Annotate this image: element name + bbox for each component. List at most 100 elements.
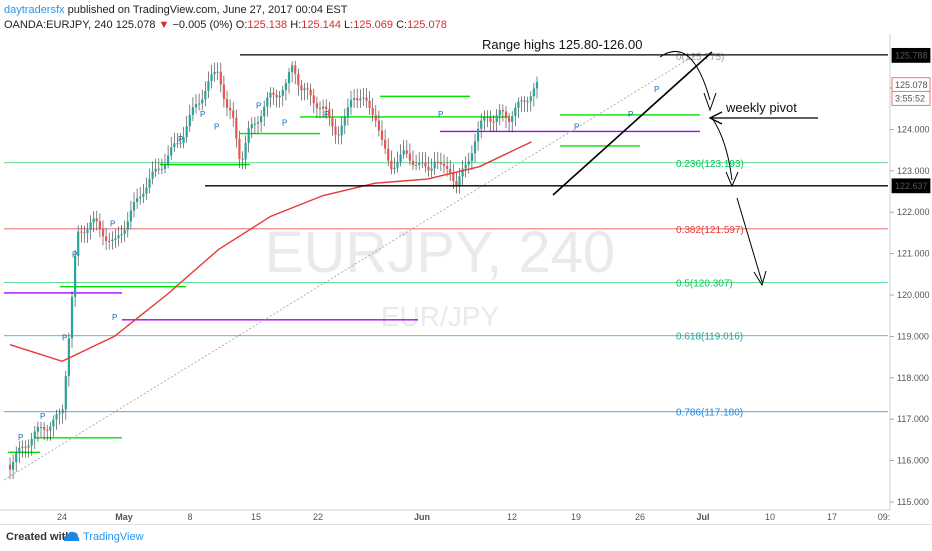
candle-body	[315, 103, 318, 109]
candle-body	[334, 126, 337, 135]
price-tick-label: 122.000	[897, 207, 930, 217]
tradingview-brand-link[interactable]: TradingView	[83, 531, 144, 543]
candle-body	[303, 88, 306, 91]
candle-body	[92, 218, 95, 223]
price-tick-label: 117.000	[897, 414, 929, 424]
time-tick-label: 26	[635, 512, 645, 522]
candlestick-series	[8, 60, 539, 480]
candle-body	[353, 98, 356, 100]
range-lines[interactable]: Range highs 125.80-126.00	[205, 37, 888, 187]
price-label-box	[891, 47, 931, 63]
candle-body	[247, 128, 250, 143]
candle-body	[390, 160, 393, 170]
candle-body	[312, 95, 315, 104]
candle-body	[132, 202, 136, 211]
fib-level-label: 0.382(121.597)	[676, 225, 744, 236]
price-label-text: 3:55:52	[895, 93, 925, 103]
candle-body	[167, 155, 170, 165]
candle-body	[492, 121, 495, 123]
time-axis[interactable]: 24 May 8 15 22 Jun 12 19 26 Jul 10 17 09:	[57, 512, 890, 522]
candle-body	[136, 198, 139, 203]
candle-body	[256, 122, 260, 124]
price-tick-label: 119.000	[897, 331, 929, 341]
candle-body	[446, 166, 449, 169]
candle-body	[408, 153, 411, 161]
candle-body	[337, 134, 340, 136]
candle-body	[61, 409, 64, 414]
time-tick-label: 19	[571, 512, 581, 522]
time-tick-label: 24	[57, 512, 67, 522]
candle-body	[46, 429, 49, 431]
pivot-p-label: P	[438, 110, 443, 119]
candle-body	[179, 143, 182, 145]
candle-body	[151, 171, 154, 179]
candle-body	[331, 116, 334, 127]
price-label-text: 125.078	[895, 80, 928, 90]
forecast-arrow-3	[736, 197, 767, 287]
candle-body	[114, 238, 117, 240]
candle-body	[83, 232, 86, 234]
candle-body	[520, 100, 523, 102]
candle-body	[306, 88, 309, 90]
pivot-p-label: P	[324, 110, 329, 119]
time-tick-label: 8	[187, 512, 192, 522]
candle-body	[346, 107, 349, 118]
time-tick-label: 12	[507, 512, 517, 522]
candle-body	[182, 137, 185, 144]
candle-body	[39, 426, 43, 428]
rising-support-line[interactable]	[552, 51, 713, 196]
close-label: C:	[396, 19, 408, 31]
watermark-pair: EUR/JPY	[381, 301, 500, 332]
candle-body	[269, 92, 272, 98]
candle-body	[210, 74, 213, 82]
candle-body	[368, 100, 371, 108]
pivot-p-label: P	[214, 122, 219, 131]
forecast-arrow-1	[659, 51, 717, 112]
fibonacci-retracement[interactable]: 0(125.775) 0.236(123.193) 0.382(121.597) 0.…	[4, 52, 888, 419]
fib-level-label: 0.786(117.180)	[676, 408, 743, 419]
watermark: EURJPY, 240 EUR/JPY	[265, 220, 615, 332]
candle-body	[489, 117, 492, 122]
candle-body	[216, 71, 219, 73]
candle-body	[191, 107, 194, 115]
candle-body	[418, 162, 421, 166]
candle-body	[235, 117, 238, 139]
candle-body	[194, 104, 198, 108]
candle-body	[328, 109, 331, 117]
candle-body	[349, 99, 353, 108]
candle-body	[89, 222, 92, 230]
candle-body	[343, 117, 346, 126]
price-tick-label: 121.000	[897, 249, 930, 259]
pivot-p-label: P	[282, 118, 287, 127]
fib-level-label: 0.5(120.307)	[676, 278, 733, 289]
candle-body	[467, 160, 470, 165]
candle-body	[517, 101, 520, 108]
candle-body	[322, 106, 325, 109]
price-chart[interactable]: EURJPY, 240 EUR/JPY 0(125.775) 0.236(123.…	[0, 34, 932, 524]
candle-body	[108, 240, 111, 242]
symbol-label[interactable]: OANDA:EURJPY, 240	[4, 19, 113, 31]
pivot-p-label: P	[574, 122, 579, 131]
candle-body	[64, 376, 67, 410]
price-axis[interactable]: 125.000124.000123.000122.000121.000120.0…	[890, 83, 930, 507]
candle-body	[514, 107, 517, 117]
candle-body	[163, 164, 167, 169]
candle-body	[309, 89, 312, 96]
candle-body	[272, 92, 275, 95]
candle-body	[275, 94, 278, 98]
candle-body	[393, 167, 396, 170]
publisher-user-link[interactable]: daytradersfx	[4, 4, 65, 16]
candle-body	[504, 111, 508, 119]
candle-body	[15, 453, 18, 463]
candle-body	[402, 150, 405, 155]
pivot-p-label: P	[40, 412, 45, 421]
candle-body	[77, 231, 80, 256]
low-label: L:	[344, 19, 354, 31]
candle-body	[30, 438, 33, 446]
pivot-levels: PPPPPPPPPPPPPPPP	[4, 85, 700, 454]
price-tick-label: 120.000	[897, 290, 930, 300]
candle-body	[535, 81, 539, 89]
candle-body	[154, 168, 157, 172]
candle-body	[380, 130, 384, 140]
high-value: 125.144	[301, 19, 341, 31]
